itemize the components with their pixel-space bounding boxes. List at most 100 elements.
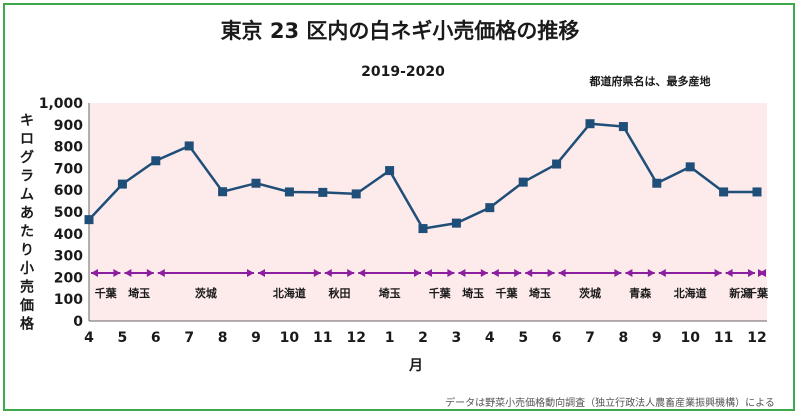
x-tick-label: 10 bbox=[680, 330, 700, 346]
arrowhead-right bbox=[614, 269, 622, 278]
y-tick-label: 400 bbox=[54, 227, 83, 243]
arrowhead-right bbox=[758, 269, 765, 278]
data-point bbox=[151, 156, 161, 166]
data-point bbox=[218, 187, 228, 197]
x-tick-labels: 4 5 6 7 8 9 10 11 12 1 2 3 4 5 6 7 8 9 10 11 12 bbox=[84, 330, 767, 346]
data-point bbox=[351, 189, 361, 199]
y-tick-label: 700 bbox=[54, 161, 83, 177]
y-axis-label-char: キ bbox=[20, 113, 34, 129]
plot-area bbox=[89, 103, 767, 321]
arrowhead-left bbox=[491, 269, 499, 278]
y-axis-label-char: 価 bbox=[19, 297, 34, 314]
arrowhead-left bbox=[725, 269, 733, 278]
y-axis-label-char: た bbox=[20, 224, 34, 240]
arrowhead-left bbox=[124, 269, 132, 278]
arrowhead-right bbox=[748, 269, 755, 278]
data-point bbox=[585, 119, 595, 129]
y-tick-label: 0 bbox=[73, 314, 83, 330]
y-axis-label-char: り bbox=[20, 243, 34, 259]
arrowhead-left bbox=[258, 269, 265, 278]
y-tick-label: 500 bbox=[54, 205, 83, 221]
chart-note: 都道府県名は、最多産地 bbox=[589, 74, 711, 88]
region-label: 埼玉 bbox=[529, 286, 551, 300]
data-point bbox=[385, 166, 395, 176]
region-label: 埼玉 bbox=[462, 286, 484, 300]
y-tick-label: 300 bbox=[54, 249, 83, 265]
data-point bbox=[184, 141, 194, 151]
arrowhead-left bbox=[658, 269, 666, 278]
data-point bbox=[719, 187, 729, 197]
data-point bbox=[518, 177, 528, 187]
region-label: 千葉 bbox=[95, 286, 118, 300]
arrowhead-right bbox=[146, 269, 154, 278]
y-tick-label: 100 bbox=[54, 292, 83, 308]
region-label: 千葉 bbox=[746, 286, 769, 300]
axes bbox=[88, 103, 767, 322]
x-tick-label: 8 bbox=[619, 330, 629, 346]
y-axis-label-char: 格 bbox=[20, 316, 35, 333]
data-point bbox=[552, 159, 562, 169]
arrowhead-left bbox=[324, 269, 332, 278]
y-tick-label: 200 bbox=[54, 270, 83, 286]
data-point bbox=[618, 122, 628, 132]
arrowhead-right bbox=[347, 269, 355, 278]
x-tick-label: 7 bbox=[585, 330, 595, 346]
data-point bbox=[117, 179, 127, 189]
x-tick-label: 10 bbox=[280, 330, 300, 346]
x-tick-label: 12 bbox=[346, 330, 365, 346]
arrowhead-right bbox=[480, 269, 488, 278]
arrowhead-right bbox=[113, 269, 121, 278]
arrowhead-right bbox=[547, 269, 555, 278]
arrowhead-left bbox=[625, 269, 633, 278]
data-point bbox=[685, 162, 695, 172]
arrowhead-left bbox=[558, 269, 566, 278]
y-axis-label-char: グ bbox=[20, 149, 34, 166]
x-axis-label: 月 bbox=[408, 358, 423, 374]
arrowhead-left bbox=[525, 269, 533, 278]
data-point bbox=[485, 203, 495, 213]
data-point bbox=[251, 178, 261, 188]
x-tick-label: 2 bbox=[418, 330, 428, 346]
region-label: 北海道 bbox=[273, 286, 306, 300]
arrowhead-right bbox=[714, 269, 722, 278]
arrowhead-right bbox=[514, 269, 522, 278]
x-tick-label: 3 bbox=[452, 330, 462, 346]
arrowhead-left bbox=[425, 269, 432, 278]
arrowhead-right bbox=[313, 269, 321, 278]
x-tick-label: 6 bbox=[151, 330, 161, 346]
region-label: 埼玉 bbox=[128, 286, 150, 300]
y-tick-labels: 0 100 200 300 400 500 600 700 800 900 1,000 bbox=[39, 96, 84, 330]
arrowhead-right bbox=[447, 269, 455, 278]
data-point bbox=[284, 187, 294, 197]
y-axis-label-char: ム bbox=[20, 187, 34, 203]
y-axis-label-char: ロ bbox=[20, 132, 34, 148]
arrowhead-left bbox=[157, 269, 165, 278]
source-note: データは野菜小売価格動向調査（独立行政法人農畜産業振興機構）による bbox=[445, 396, 775, 409]
x-tick-label: 7 bbox=[184, 330, 194, 346]
x-tick-label: 11 bbox=[714, 330, 733, 346]
x-tick-label: 6 bbox=[552, 330, 562, 346]
data-point bbox=[752, 187, 762, 197]
arrowhead-left bbox=[91, 269, 98, 278]
chart-title: 東京 23 区内の白ネギ小売価格の推移 bbox=[221, 19, 580, 43]
y-axis-label-char: ラ bbox=[20, 169, 34, 185]
y-tick-label: 900 bbox=[54, 118, 83, 134]
x-tick-label: 1 bbox=[385, 330, 395, 346]
region-label: 埼玉 bbox=[379, 286, 401, 300]
x-tick-label: 4 bbox=[485, 330, 495, 346]
data-point bbox=[418, 224, 428, 234]
y-axis-label-char: あ bbox=[20, 206, 34, 222]
x-tick-label: 12 bbox=[747, 330, 766, 346]
data-point bbox=[652, 178, 662, 188]
region-label: 青森 bbox=[629, 286, 652, 300]
region-label: 千葉 bbox=[496, 286, 519, 300]
arrowhead-left bbox=[458, 269, 466, 278]
y-tick-label: 600 bbox=[54, 183, 83, 199]
data-point bbox=[451, 218, 461, 228]
region-label: 新潟 bbox=[729, 286, 751, 300]
arrowhead-left bbox=[358, 269, 366, 278]
y-axis-label-char: 売 bbox=[20, 279, 34, 296]
x-tick-label: 11 bbox=[313, 330, 332, 346]
